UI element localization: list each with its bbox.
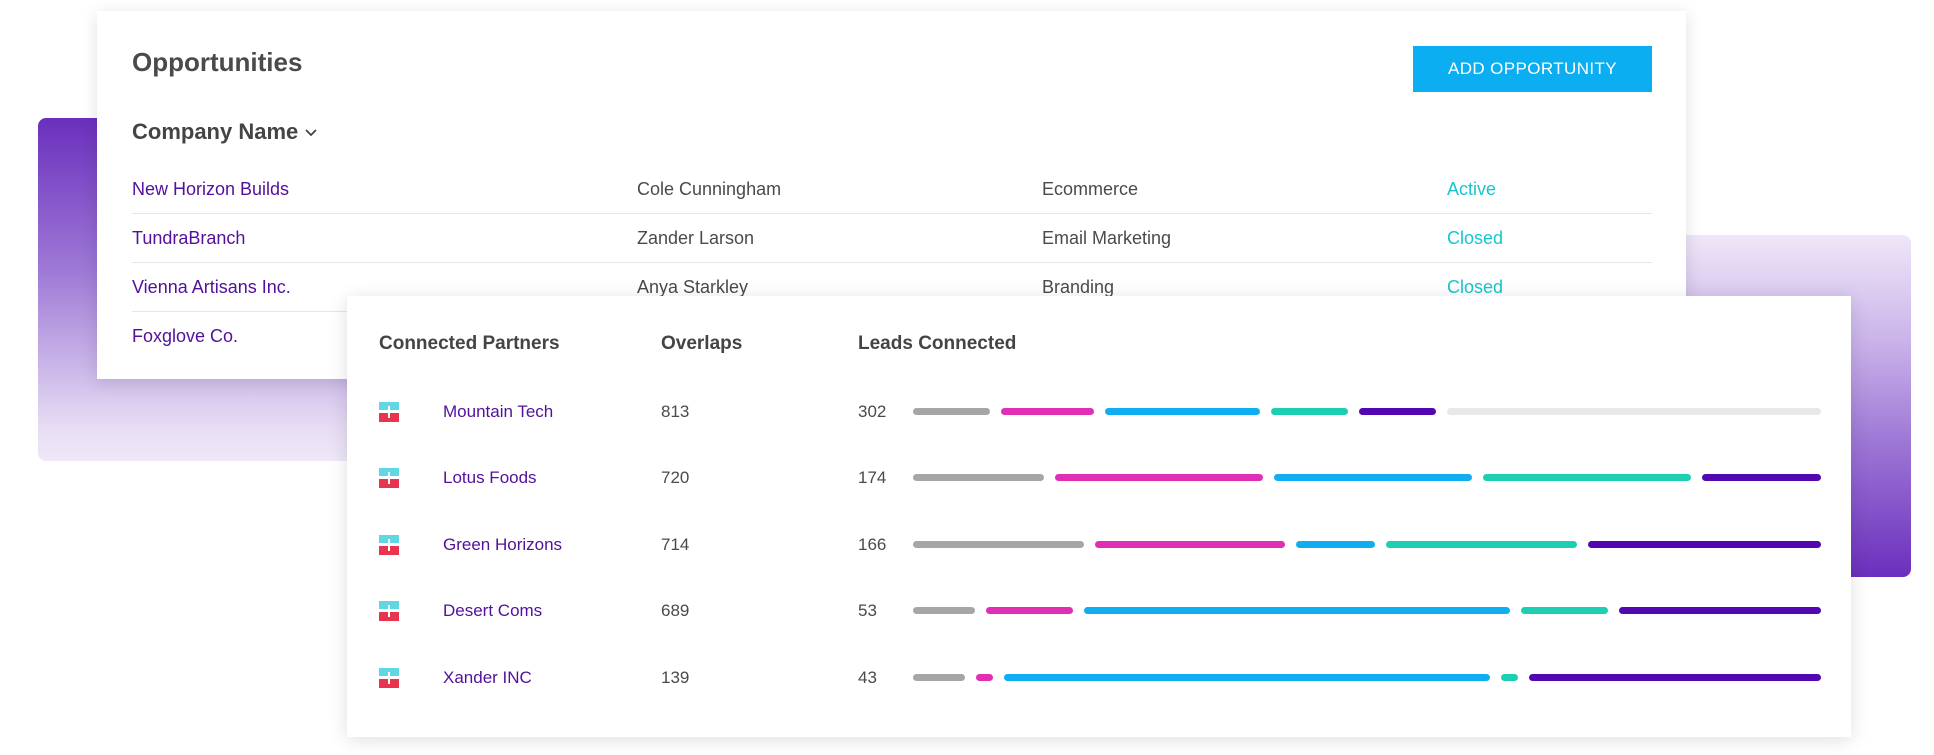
- bar-segment: [1521, 607, 1608, 614]
- partner-logo-icon: [379, 402, 399, 422]
- bar-segment: [1528, 674, 1821, 681]
- partner-logo-icon: [379, 468, 399, 488]
- category: Ecommerce: [1042, 179, 1139, 199]
- chevron-down-icon: [305, 129, 317, 137]
- partner-row[interactable]: Desert Coms 689 53: [347, 591, 1851, 631]
- bar-segment: [1004, 674, 1490, 681]
- leads-count: 302: [858, 402, 887, 421]
- contact-name: Cole Cunningham: [637, 179, 782, 199]
- bar-segment: [1274, 474, 1472, 481]
- bar-segment: [1701, 474, 1821, 481]
- leads-breakdown-bar: [913, 474, 1821, 481]
- partner-logo-icon: [379, 535, 399, 555]
- bar-segment: [1386, 541, 1577, 548]
- company-name-sort-header[interactable]: Company Name: [132, 119, 318, 145]
- leads-connected-header: Leads Connected: [858, 333, 1017, 354]
- company-name-header-label: Company Name: [132, 119, 299, 144]
- bar-segment: [1500, 674, 1518, 681]
- bar-segment: [1482, 474, 1691, 481]
- table-row[interactable]: New Horizon Builds Cole Cunningham Ecomm…: [132, 165, 1652, 214]
- status-label: Active: [1447, 179, 1497, 199]
- leads-breakdown-bar: [913, 674, 1821, 681]
- partner-name-link[interactable]: Xander INC: [443, 668, 532, 687]
- status-label: Closed: [1447, 228, 1504, 248]
- partner-row[interactable]: Xander INC 139 43: [347, 658, 1851, 698]
- partner-name-link[interactable]: Green Horizons: [443, 535, 563, 554]
- company-link[interactable]: New Horizon Builds: [132, 179, 290, 199]
- leads-count: 174: [858, 468, 887, 487]
- partner-row[interactable]: Lotus Foods 720 174: [347, 458, 1851, 498]
- overlaps-count: 139: [661, 668, 690, 687]
- company-link[interactable]: Vienna Artisans Inc.: [132, 277, 291, 297]
- leads-count: 166: [858, 535, 887, 554]
- bar-segment: [913, 541, 1084, 548]
- bar-segment: [1358, 408, 1437, 415]
- partner-row[interactable]: Mountain Tech 813 302: [347, 392, 1851, 432]
- bar-segment: [1001, 408, 1094, 415]
- table-row[interactable]: TundraBranch Zander Larson Email Marketi…: [132, 214, 1652, 263]
- bar-segment: [913, 474, 1045, 481]
- leads-count: 43: [858, 668, 877, 687]
- overlaps-count: 714: [661, 535, 690, 554]
- table-row[interactable]: Foxglove Co.: [132, 312, 1652, 360]
- leads-count: 53: [858, 601, 877, 620]
- bar-segment: [1270, 408, 1348, 415]
- overlaps-count: 813: [661, 402, 690, 421]
- bar-segment: [913, 607, 975, 614]
- bar-segment: [1104, 408, 1260, 415]
- leads-breakdown-bar: [913, 408, 1821, 415]
- company-link[interactable]: TundraBranch: [132, 228, 246, 248]
- leads-breakdown-bar: [913, 607, 1821, 614]
- partner-logo-icon: [379, 668, 399, 688]
- partner-name-link[interactable]: Desert Coms: [443, 601, 543, 620]
- bar-segment: [1619, 607, 1821, 614]
- category: Branding: [1042, 277, 1115, 297]
- page-title: Opportunities: [132, 47, 303, 77]
- company-link[interactable]: Foxglove Co.: [132, 326, 239, 346]
- partner-name-link[interactable]: Mountain Tech: [443, 402, 554, 421]
- connected-partners-card: Connected Partners Overlaps Leads Connec…: [347, 296, 1851, 737]
- bar-segment: [1296, 541, 1375, 548]
- connected-partners-header: Connected Partners: [379, 333, 560, 354]
- overlaps-header: Overlaps: [661, 333, 743, 354]
- status-label: Closed: [1447, 277, 1504, 297]
- overlaps-count: 689: [661, 601, 690, 620]
- partner-logo-icon: [379, 601, 399, 621]
- add-opportunity-button[interactable]: ADD OPPORTUNITY: [1413, 46, 1652, 92]
- bar-segment: [1055, 474, 1264, 481]
- leads-breakdown-bar: [913, 541, 1821, 548]
- contact-name: Zander Larson: [637, 228, 755, 248]
- bar-segment: [1588, 541, 1821, 548]
- partner-row[interactable]: Green Horizons 714 166: [347, 525, 1851, 565]
- category: Email Marketing: [1042, 228, 1172, 248]
- bar-segment: [986, 607, 1073, 614]
- bar-segment: [1084, 607, 1510, 614]
- overlaps-count: 720: [661, 468, 690, 487]
- bar-segment: [1095, 541, 1285, 548]
- contact-name: Anya Starkley: [637, 277, 749, 297]
- bar-segment: [976, 674, 994, 681]
- bar-segment: [913, 674, 966, 681]
- bar-segment: [1447, 408, 1821, 415]
- bar-segment: [913, 408, 991, 415]
- partner-name-link[interactable]: Lotus Foods: [443, 468, 537, 487]
